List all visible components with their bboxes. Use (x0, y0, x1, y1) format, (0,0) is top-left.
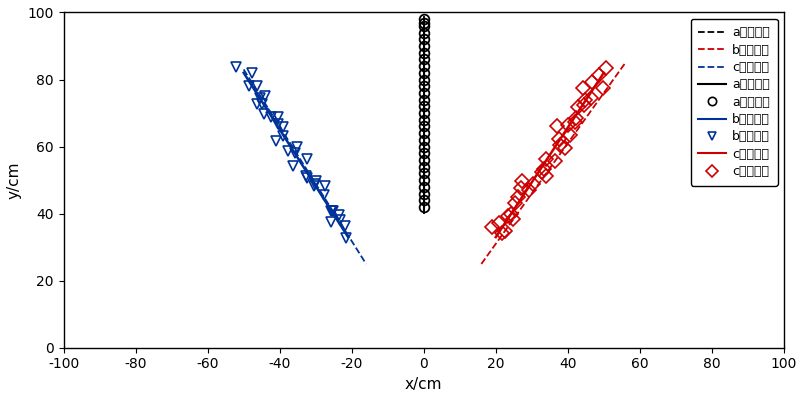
Legend: a参考轨迹, b参考轨迹, c参考轨迹, a跟踪轨迹, a检测点迹, b跟踪轨迹, b检测点迹, c跟踪轨迹, c检测点迹: a参考轨迹, b参考轨迹, c参考轨迹, a跟踪轨迹, a检测点迹, b跟踪轨迹… (690, 19, 777, 186)
Y-axis label: y/cm: y/cm (7, 161, 22, 199)
X-axis label: x/cm: x/cm (405, 377, 442, 392)
